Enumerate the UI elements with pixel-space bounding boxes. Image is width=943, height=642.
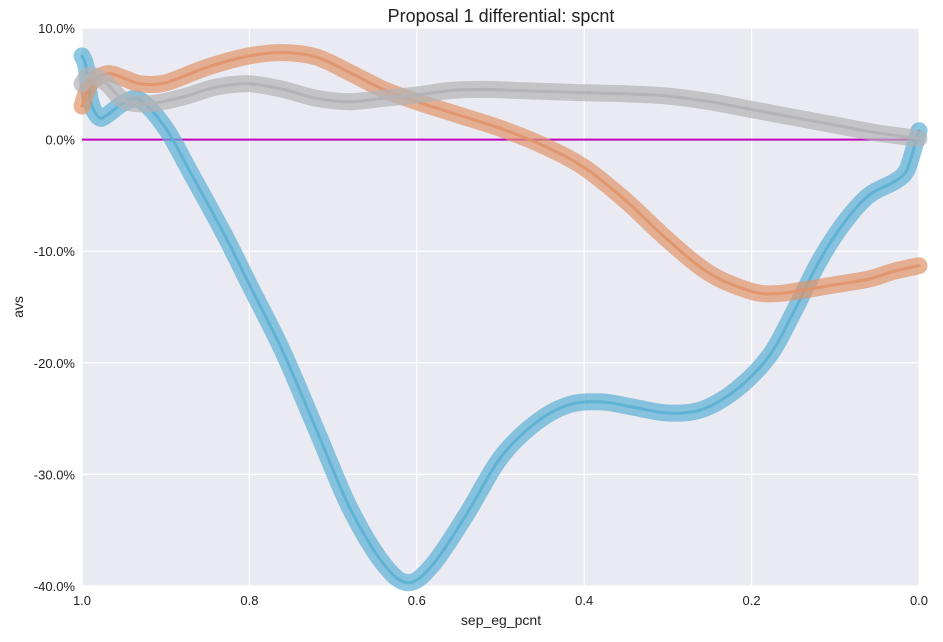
x-axis-title: sep_eg_pcnt: [461, 612, 541, 628]
x-tick-label: 0.8: [240, 593, 258, 608]
y-tick-label: 10.0%: [38, 21, 75, 36]
chart-title: Proposal 1 differential: spcnt: [388, 6, 615, 26]
x-tick-labels: 1.0 0.8 0.6 0.4 0.2 0.0: [73, 593, 928, 608]
series-3: [73, 66, 928, 147]
y-tick-label: -20.0%: [34, 356, 76, 371]
x-tick-label: 0.0: [910, 593, 928, 608]
y-tick-label: 0.0%: [45, 133, 75, 148]
y-axis-title: avs: [10, 296, 26, 318]
series-2: [73, 44, 928, 303]
x-tick-label: 0.4: [575, 593, 593, 608]
y-tick-label: -30.0%: [34, 467, 76, 482]
series-lines: [73, 44, 928, 592]
x-tick-label: 0.6: [408, 593, 426, 608]
series-2-line: [80, 51, 921, 296]
x-tick-label: 1.0: [73, 593, 91, 608]
y-tick-label: -10.0%: [34, 244, 76, 259]
series-3-line: [80, 73, 921, 140]
y-tick-labels: 10.0% 0.0% -10.0% -20.0% -30.0% -40.0%: [34, 21, 76, 594]
y-tick-label: -40.0%: [34, 579, 76, 594]
x-tick-label: 0.2: [743, 593, 761, 608]
